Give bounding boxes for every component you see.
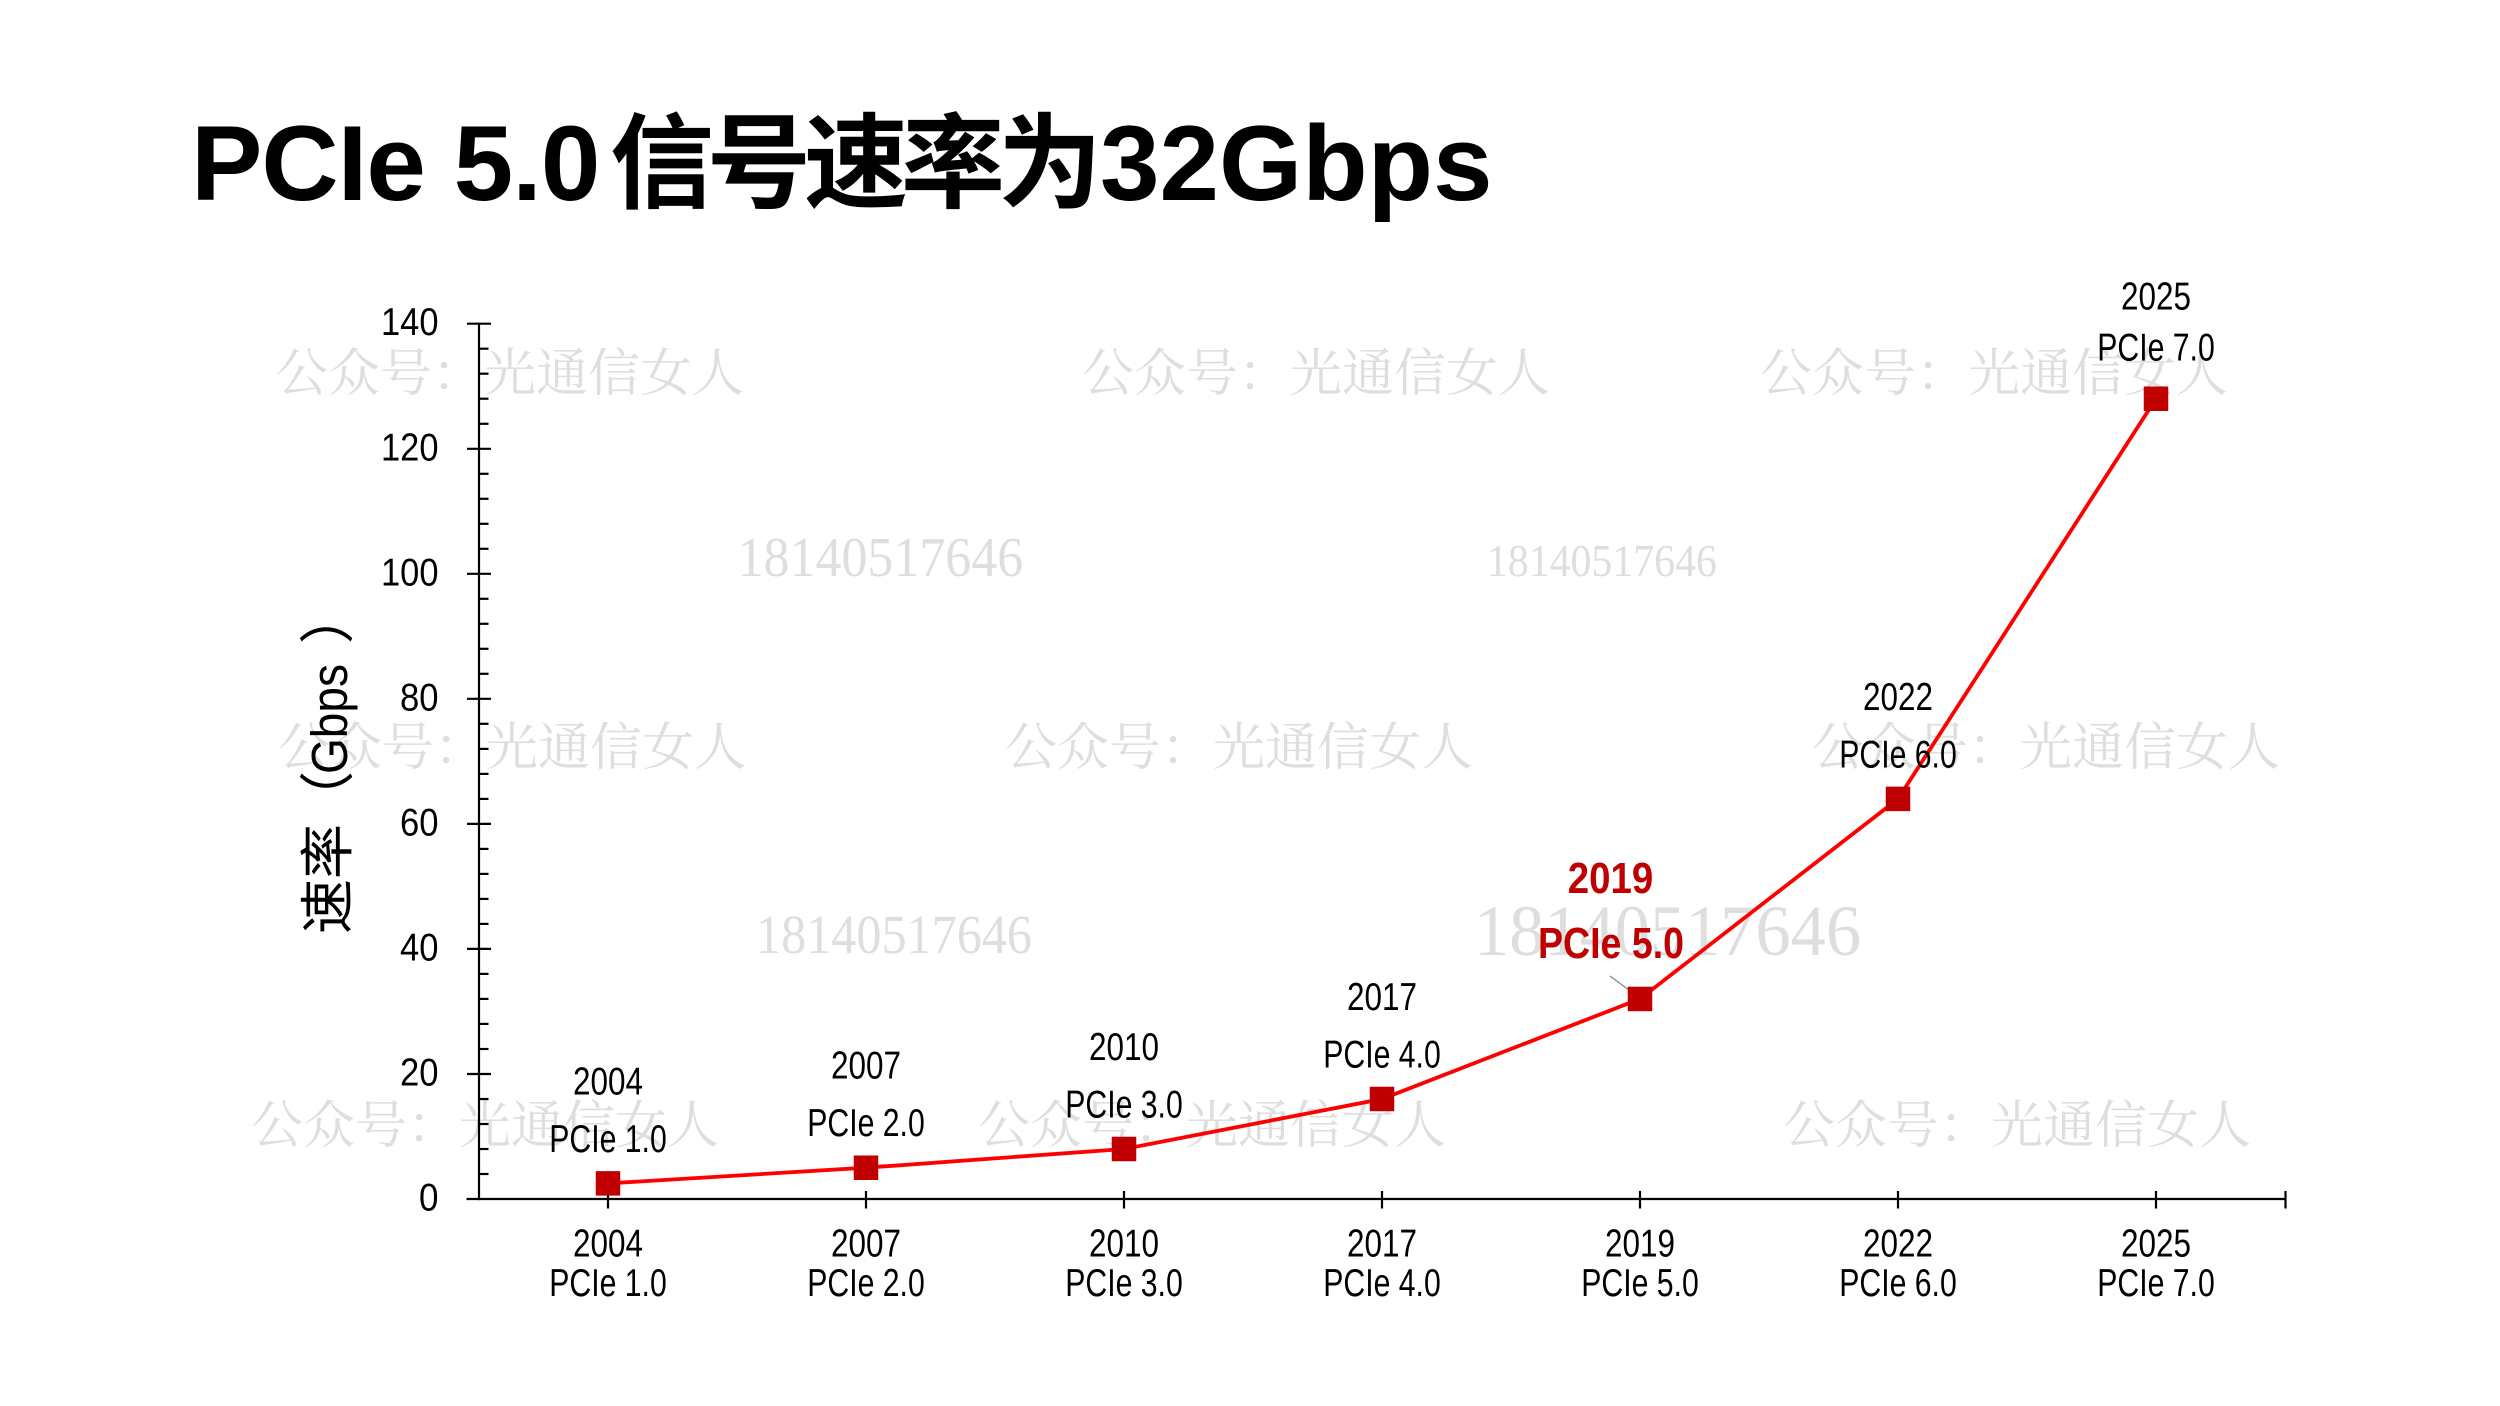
svg-text:120: 120 xyxy=(381,426,439,469)
svg-text:PCIe 2.0: PCIe 2.0 xyxy=(807,1102,925,1145)
svg-text:40: 40 xyxy=(400,926,439,969)
svg-text:2022: 2022 xyxy=(1863,1223,1933,1266)
svg-text:PCIe 5.0: PCIe 5.0 xyxy=(1538,919,1684,968)
svg-text:2017: 2017 xyxy=(1347,1223,1417,1266)
svg-text:60: 60 xyxy=(400,801,439,844)
svg-text:PCIe 3.0: PCIe 3.0 xyxy=(1065,1262,1183,1305)
svg-text:2010: 2010 xyxy=(1089,1026,1159,1069)
svg-text:PCIe 6.0: PCIe 6.0 xyxy=(1839,1262,1957,1305)
svg-text:PCIe 4.0: PCIe 4.0 xyxy=(1323,1034,1441,1077)
svg-text:2019: 2019 xyxy=(1568,854,1654,903)
svg-text:PCIe 1.0: PCIe 1.0 xyxy=(549,1118,667,1161)
svg-text:2004: 2004 xyxy=(573,1060,643,1103)
svg-text:80: 80 xyxy=(400,676,439,719)
svg-text:2025: 2025 xyxy=(2121,1223,2191,1266)
svg-text:0: 0 xyxy=(419,1177,439,1220)
svg-text:2022: 2022 xyxy=(1863,676,1933,719)
svg-text:100: 100 xyxy=(381,551,439,594)
svg-text:2019: 2019 xyxy=(1605,1223,1675,1266)
svg-text:2025: 2025 xyxy=(2121,276,2191,319)
svg-text:18140517646: 18140517646 xyxy=(1474,891,1861,971)
svg-text:2017: 2017 xyxy=(1347,976,1417,1019)
svg-text:PCIe 1.0: PCIe 1.0 xyxy=(549,1262,667,1305)
svg-text:PCIe 6.0: PCIe 6.0 xyxy=(1839,733,1957,776)
svg-text:PCIe 4.0: PCIe 4.0 xyxy=(1323,1262,1441,1305)
svg-text:32Gbps: 32Gbps xyxy=(1100,103,1492,223)
svg-text:PCIe 3.0: PCIe 3.0 xyxy=(1065,1084,1183,1127)
svg-text:PCIe 7.0: PCIe 7.0 xyxy=(2097,327,2215,370)
svg-text:2010: 2010 xyxy=(1089,1223,1159,1266)
svg-text:20: 20 xyxy=(400,1052,439,1095)
svg-text:18140517646: 18140517646 xyxy=(1487,535,1717,586)
svg-text:PCIe 2.0: PCIe 2.0 xyxy=(807,1262,925,1305)
svg-text:2007: 2007 xyxy=(831,1223,901,1266)
svg-text:Gbps: Gbps xyxy=(301,664,358,774)
svg-text:140: 140 xyxy=(381,301,439,344)
svg-text:PCIe 5.0: PCIe 5.0 xyxy=(1581,1262,1699,1305)
svg-text:2004: 2004 xyxy=(573,1223,643,1266)
svg-text:PCIe 7.0: PCIe 7.0 xyxy=(2097,1262,2215,1305)
svg-text:18140517646: 18140517646 xyxy=(756,904,1032,965)
svg-text:18140517646: 18140517646 xyxy=(738,527,1024,589)
svg-text:PCIe 5.0: PCIe 5.0 xyxy=(191,103,599,223)
svg-text:2007: 2007 xyxy=(831,1045,901,1088)
